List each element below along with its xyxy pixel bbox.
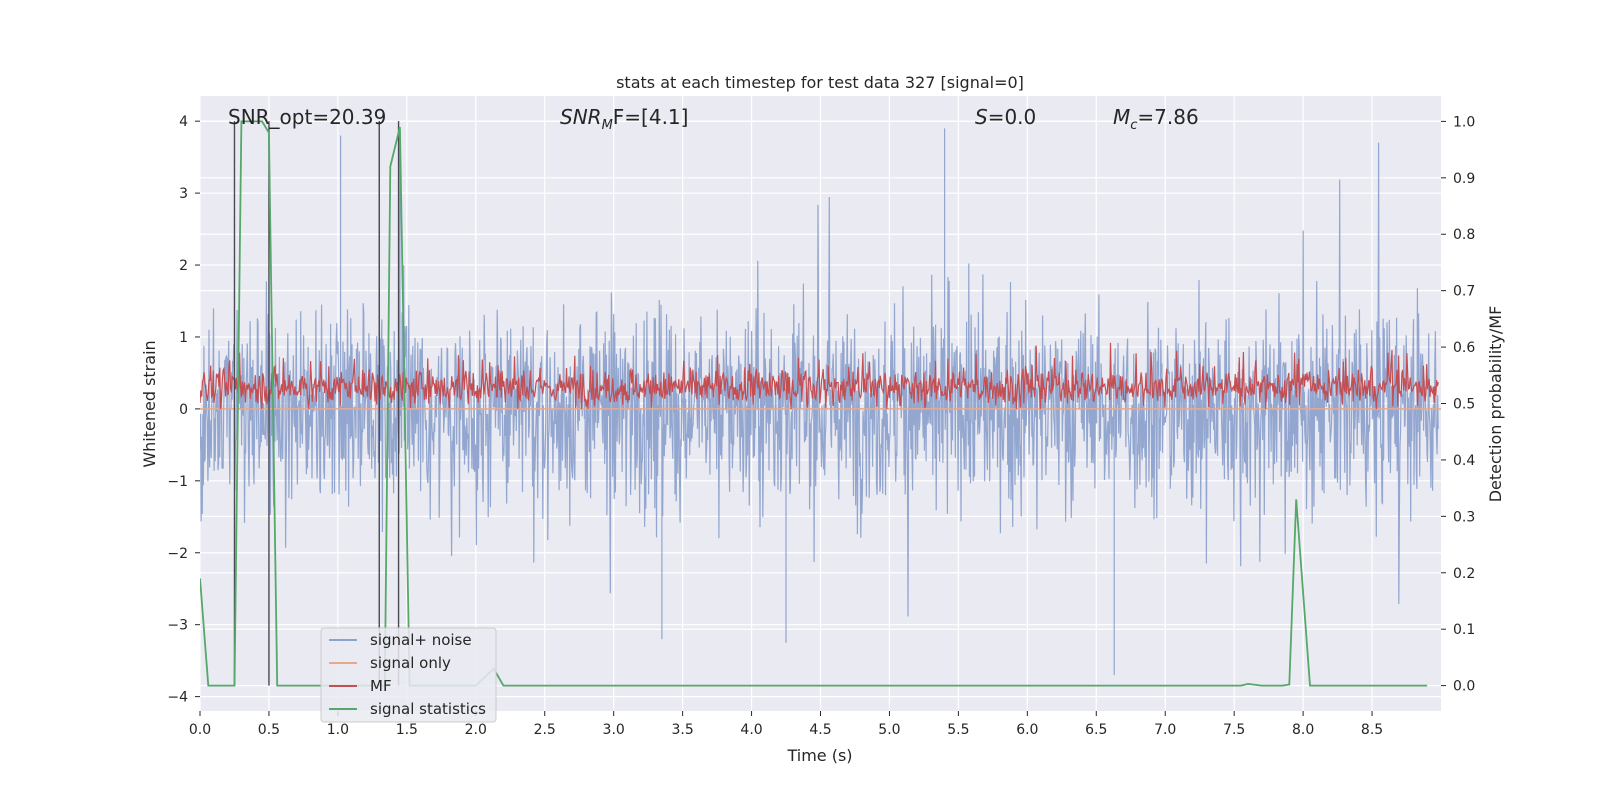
x-tick-label: 4.5 — [809, 722, 831, 738]
annotation-mc: Mc=7.86 — [1113, 105, 1199, 133]
y-tick-label-right: 0.0 — [1453, 679, 1475, 695]
y-axis-label-left: Whitened strain — [140, 340, 159, 467]
legend-label-signal-statistics: signal statistics — [370, 700, 486, 718]
annotation-s-a: S — [975, 105, 988, 129]
x-tick-label: 0.5 — [258, 722, 280, 738]
x-tick-label: 2.0 — [465, 722, 487, 738]
y-tick-label-right: 0.8 — [1453, 227, 1475, 243]
annotation-snr-mf-a: SNR — [560, 105, 602, 129]
series-layer — [200, 120, 1441, 687]
x-tick-label: 8.0 — [1292, 722, 1314, 738]
axes-layer: 0.0 0.5 1.0 1.5 2.0 2.5 3.0 3.5 4.0 4.5 5.0 5.5 6.0 6… — [167, 114, 1475, 738]
y-tick-label-left: 4 — [179, 114, 188, 130]
x-tick-label: 1.0 — [327, 722, 349, 738]
x-tick-label: 6.0 — [1016, 722, 1038, 738]
annotation-snr-opt: SNR_opt=20.39 — [228, 105, 386, 129]
x-axis-label: Time (s) — [786, 746, 852, 765]
annotation-mc-b: =7.86 — [1137, 105, 1198, 129]
y-tick-label-left: 1 — [179, 330, 188, 346]
y-tick-label-right: 0.1 — [1453, 622, 1475, 638]
annotation-mc-sub: c — [1130, 118, 1137, 133]
annotation-snr-mf-sub: M — [602, 118, 613, 133]
legend-label-signal-noise: signal+ noise — [370, 631, 472, 649]
legend-label-mf: MF — [370, 677, 392, 695]
y-tick-label-left: 2 — [179, 258, 188, 274]
x-tick-label: 7.5 — [1223, 722, 1245, 738]
x-tick-label: 5.5 — [947, 722, 969, 738]
y-tick-label-left: −1 — [167, 474, 188, 490]
legend: signal+ noise signal only MF signal stat… — [320, 627, 497, 723]
y-axis-label-right: Detection probability/MF — [1486, 306, 1505, 503]
annotation-mc-a: M — [1113, 105, 1130, 129]
legend-label-signal-only: signal only — [370, 654, 451, 672]
y-tick-label-right: 0.7 — [1453, 284, 1475, 300]
y-tick-label-left: −2 — [167, 546, 188, 562]
x-tick-label: 8.5 — [1361, 722, 1383, 738]
y-tick-label-right: 0.4 — [1453, 453, 1475, 469]
legend-box — [320, 627, 497, 723]
y-tick-label-right: 0.5 — [1453, 397, 1475, 413]
x-tick-label: 1.5 — [396, 722, 418, 738]
x-tick-label: 2.5 — [534, 722, 556, 738]
y-tick-label-right: 0.3 — [1453, 509, 1475, 525]
x-tick-label: 7.0 — [1154, 722, 1176, 738]
y-tick-label-left: 0 — [179, 402, 188, 418]
y-tick-label-left: −3 — [167, 618, 188, 634]
annotation-s-b: =0.0 — [988, 105, 1037, 129]
annotation-s: S=0.0 — [975, 105, 1036, 129]
y-tick-label-right: 1.0 — [1453, 114, 1475, 130]
annotation-snr-mf-b: F=[4.1] — [613, 105, 689, 129]
y-tick-label-left: 3 — [179, 186, 188, 202]
y-tick-label-right: 0.6 — [1453, 340, 1475, 356]
y-tick-label-right: 0.9 — [1453, 171, 1475, 187]
y-tick-label-right: 0.2 — [1453, 566, 1475, 582]
y-tick-label-left: −4 — [167, 690, 188, 706]
chart-title: stats at each timestep for test data 327… — [616, 73, 1024, 92]
x-tick-label: 0.0 — [189, 722, 211, 738]
x-tick-label: 4.0 — [740, 722, 762, 738]
x-tick-label: 3.5 — [671, 722, 693, 738]
x-tick-label: 5.0 — [878, 722, 900, 738]
series-mf — [200, 342, 1439, 409]
x-tick-label: 6.5 — [1085, 722, 1107, 738]
annotation-snr-mf: SNRMF=[4.1] — [560, 105, 688, 133]
x-tick-label: 3.0 — [603, 722, 625, 738]
